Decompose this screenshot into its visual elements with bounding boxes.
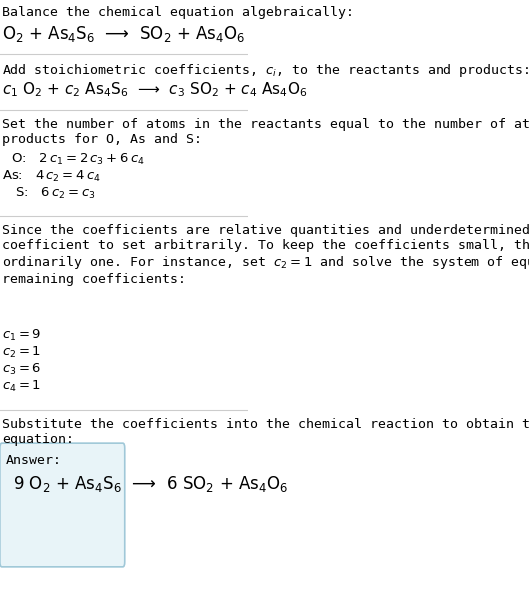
Text: Set the number of atoms in the reactants equal to the number of atoms in the
pro: Set the number of atoms in the reactants…: [2, 118, 529, 146]
Text: O:   $2\,c_1 = 2\,c_3 + 6\,c_4$: O: $2\,c_1 = 2\,c_3 + 6\,c_4$: [6, 152, 144, 167]
Text: $c_1$ O$_2$ + $c_2$ As$_4$S$_6$  ⟶  $c_3$ SO$_2$ + $c_4$ As$_4$O$_6$: $c_1$ O$_2$ + $c_2$ As$_4$S$_6$ ⟶ $c_3$ …: [2, 80, 307, 99]
Text: $c_3 = 6$: $c_3 = 6$: [2, 362, 41, 377]
Text: 9 O$_2$ + As$_4$S$_6$  ⟶  6 SO$_2$ + As$_4$O$_6$: 9 O$_2$ + As$_4$S$_6$ ⟶ 6 SO$_2$ + As$_4…: [13, 474, 288, 494]
Text: $c_1 = 9$: $c_1 = 9$: [2, 328, 41, 343]
FancyBboxPatch shape: [0, 443, 125, 567]
Text: Answer:: Answer:: [6, 454, 61, 467]
Text: $c_2 = 1$: $c_2 = 1$: [2, 345, 41, 360]
Text: Balance the chemical equation algebraically:: Balance the chemical equation algebraica…: [2, 6, 354, 19]
Text: Substitute the coefficients into the chemical reaction to obtain the balanced
eq: Substitute the coefficients into the che…: [2, 418, 529, 446]
Text: As:   $4\,c_2 = 4\,c_4$: As: $4\,c_2 = 4\,c_4$: [2, 169, 101, 184]
Text: Add stoichiometric coefficients, $c_i$, to the reactants and products:: Add stoichiometric coefficients, $c_i$, …: [2, 62, 529, 79]
Text: $c_4 = 1$: $c_4 = 1$: [2, 379, 41, 394]
Text: O$_2$ + As$_4$S$_6$  ⟶  SO$_2$ + As$_4$O$_6$: O$_2$ + As$_4$S$_6$ ⟶ SO$_2$ + As$_4$O$_…: [2, 24, 245, 44]
Text: Since the coefficients are relative quantities and underdetermined, choose a
coe: Since the coefficients are relative quan…: [2, 224, 529, 287]
Text: S:   $6\,c_2 = c_3$: S: $6\,c_2 = c_3$: [6, 186, 95, 201]
